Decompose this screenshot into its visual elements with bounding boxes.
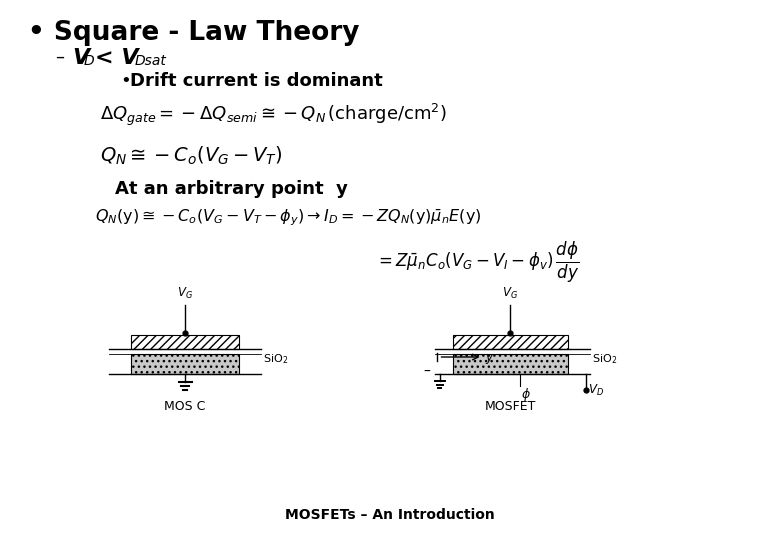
- Text: < V: < V: [95, 48, 139, 68]
- Text: MOSFETs – An Introduction: MOSFETs – An Introduction: [285, 508, 495, 522]
- Bar: [452, 335, 568, 349]
- Text: –: –: [424, 365, 431, 379]
- Text: $V_D$: $V_D$: [587, 382, 604, 397]
- Text: $\Delta Q_{gate} = -\Delta Q_{semi} \cong -Q_N\,(\mathrm{charge/cm}^2)$: $\Delta Q_{gate} = -\Delta Q_{semi} \con…: [100, 102, 447, 129]
- Text: V: V: [72, 48, 89, 68]
- Text: Drift current is dominant: Drift current is dominant: [130, 72, 383, 90]
- Text: y: y: [485, 350, 492, 363]
- Text: Dsat: Dsat: [135, 54, 167, 68]
- Text: At an arbitrary point  y: At an arbitrary point y: [115, 180, 348, 198]
- Text: MOSFET: MOSFET: [484, 400, 536, 413]
- Text: $\phi$: $\phi$: [521, 386, 531, 403]
- Text: $= Z\bar{\mu}_n C_o(V_G - V_I - \phi_v)\,\dfrac{d\phi}{dy}$: $= Z\bar{\mu}_n C_o(V_G - V_I - \phi_v)\…: [375, 240, 580, 285]
- Text: $V_G$: $V_G$: [177, 286, 193, 301]
- Text: MOS C: MOS C: [165, 400, 206, 413]
- Text: SiO$_2$: SiO$_2$: [263, 352, 288, 366]
- Text: –: –: [55, 48, 64, 66]
- Text: $V_G$: $V_G$: [502, 286, 518, 301]
- Text: •: •: [120, 72, 131, 90]
- Text: D: D: [84, 54, 94, 68]
- Bar: [131, 354, 239, 374]
- Bar: [131, 335, 239, 349]
- Text: $Q_N(\mathrm{y}) \cong -C_o(V_G - V_T - \phi_y) \rightarrow I_D = -ZQ_N(\mathrm{: $Q_N(\mathrm{y}) \cong -C_o(V_G - V_T - …: [95, 207, 481, 228]
- Text: $Q_N \cong -C_o(V_G - V_T)$: $Q_N \cong -C_o(V_G - V_T)$: [100, 145, 282, 167]
- Text: • Square - Law Theory: • Square - Law Theory: [28, 20, 360, 46]
- Bar: [452, 354, 568, 374]
- Text: SiO$_2$: SiO$_2$: [591, 352, 617, 366]
